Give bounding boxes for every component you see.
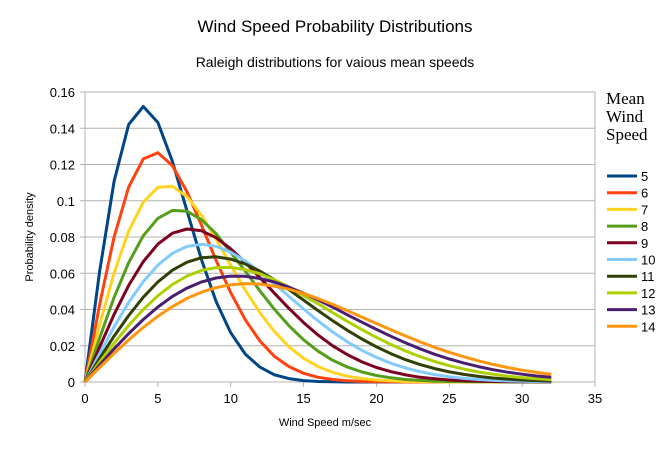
x-tick-label: 30 [515, 391, 529, 406]
legend-title-line: Wind [606, 107, 644, 126]
legend-title-line: Mean [606, 89, 645, 108]
x-tick-label: 20 [369, 391, 383, 406]
x-axis-label: Wind Speed m/sec [279, 417, 372, 429]
legend-label: 6 [641, 186, 648, 201]
x-tick-label: 15 [296, 391, 310, 406]
series-line-12 [83, 265, 552, 383]
legend-label: 12 [641, 286, 655, 301]
legend-label: 10 [641, 253, 655, 268]
x-tick-label: 10 [223, 391, 237, 406]
series-line-5 [83, 105, 552, 384]
x-tick-label: 0 [81, 391, 88, 406]
legend-label: 8 [641, 219, 648, 234]
series-line-11 [83, 255, 552, 383]
y-tick-label: 0.1 [57, 194, 75, 209]
y-tick-label: 0.08 [50, 230, 75, 245]
series-line-9 [83, 227, 552, 384]
y-tick-label: 0.12 [50, 158, 75, 173]
legend-label: 13 [641, 303, 655, 318]
gridlines [80, 91, 596, 387]
x-axis-ticks: 0 5 10 15 20 25 30 35 [81, 391, 602, 406]
legend-label: 14 [641, 319, 655, 334]
series-line-8 [83, 208, 552, 384]
series-lines [83, 105, 552, 384]
x-tick-label: 25 [442, 391, 456, 406]
y-tick-label: 0.02 [50, 339, 75, 354]
legend-title-line: Speed [606, 125, 648, 144]
legend-label: 7 [641, 202, 648, 217]
y-tick-label: 0 [68, 375, 75, 390]
y-tick-label: 0.14 [50, 121, 75, 136]
x-tick-label: 5 [154, 391, 161, 406]
series-line-14 [83, 282, 552, 384]
legend-label: 11 [641, 269, 655, 284]
x-tick-label: 35 [588, 391, 602, 406]
chart-subtitle: Raleigh distributions for vaious mean sp… [196, 54, 475, 70]
legend-label: 9 [641, 236, 648, 251]
y-tick-label: 0.06 [50, 266, 75, 281]
y-axis-label: Probability density [24, 192, 36, 282]
y-tick-label: 0.16 [50, 85, 75, 100]
chart-title: Wind Speed Probability Distributions [198, 17, 473, 36]
y-axis-ticks: 0 0.02 0.04 0.06 0.08 0.1 0.12 0.14 0.16 [50, 85, 75, 390]
y-tick-label: 0.04 [50, 303, 75, 318]
legend-label: 5 [641, 169, 648, 184]
series-line-10 [83, 242, 552, 384]
